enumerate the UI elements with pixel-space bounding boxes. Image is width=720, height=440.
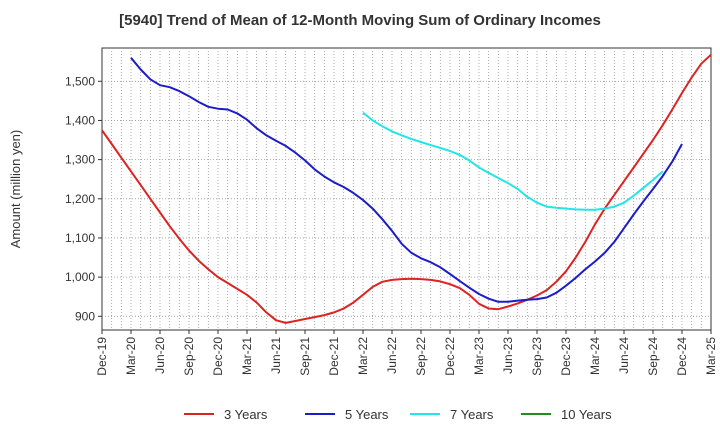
legend-label: 7 Years	[450, 407, 494, 422]
x-tick-label: Dec-23	[559, 337, 573, 376]
x-tick-label: Mar-20	[124, 337, 138, 375]
chart-title: [5940] Trend of Mean of 12-Month Moving …	[119, 12, 601, 29]
y-axis-label: Amount (million yen)	[8, 130, 23, 249]
y-tick-label: 1,500	[65, 74, 95, 88]
x-tick-label: Jun-22	[385, 337, 399, 374]
y-tick-label: 1,200	[65, 192, 95, 206]
x-tick-label: Dec-24	[675, 337, 689, 376]
x-tick-label: Mar-21	[240, 337, 254, 375]
x-tick-label: Dec-20	[211, 337, 225, 376]
series-line-5-years	[130, 57, 683, 303]
legend-label: 5 Years	[345, 407, 389, 422]
x-tick-label: Jun-23	[501, 337, 515, 374]
x-tick-label: Jun-20	[153, 337, 167, 374]
x-tick-label: Sep-23	[530, 337, 544, 376]
series-layer	[101, 53, 712, 324]
legend-label: 3 Years	[224, 407, 268, 422]
y-tick-label: 1,100	[65, 231, 95, 245]
series-line-3-years	[101, 53, 712, 324]
x-tick-label: Jun-24	[617, 337, 631, 374]
x-tick-label: Sep-24	[646, 337, 660, 376]
y-tick-label: 1,400	[65, 113, 95, 127]
y-tick-label: 1,000	[65, 270, 95, 284]
plot-area	[101, 47, 712, 331]
x-tick-label: Mar-25	[704, 337, 718, 375]
y-tick-label: 900	[75, 309, 95, 323]
x-tick-label: Sep-22	[414, 337, 428, 376]
x-tick-label: Mar-24	[588, 337, 602, 375]
x-tick-label: Sep-21	[298, 337, 312, 376]
y-axis: 900 1,000 1,100 1,200 1,300 1,400 1,500	[65, 74, 102, 323]
x-tick-label: Dec-21	[327, 337, 341, 376]
x-tick-label: Jun-21	[269, 337, 283, 374]
legend-label: 10 Years	[561, 407, 612, 422]
y-tick-label: 1,300	[65, 153, 95, 167]
x-axis: Dec-19 Mar-20 Jun-20 Sep-20 Dec-20 Mar-21 Jun-…	[95, 330, 718, 376]
x-tick-label: Mar-22	[356, 337, 370, 375]
legend: 3 Years 5 Years 7 Years 10 Years	[184, 407, 612, 422]
x-tick-label: Dec-22	[443, 337, 457, 376]
grid-layer	[102, 48, 711, 330]
series-line-7-years	[362, 111, 664, 211]
x-tick-label: Sep-20	[182, 337, 196, 376]
x-tick-label: Dec-19	[95, 337, 109, 376]
x-tick-label: Mar-23	[472, 337, 486, 375]
